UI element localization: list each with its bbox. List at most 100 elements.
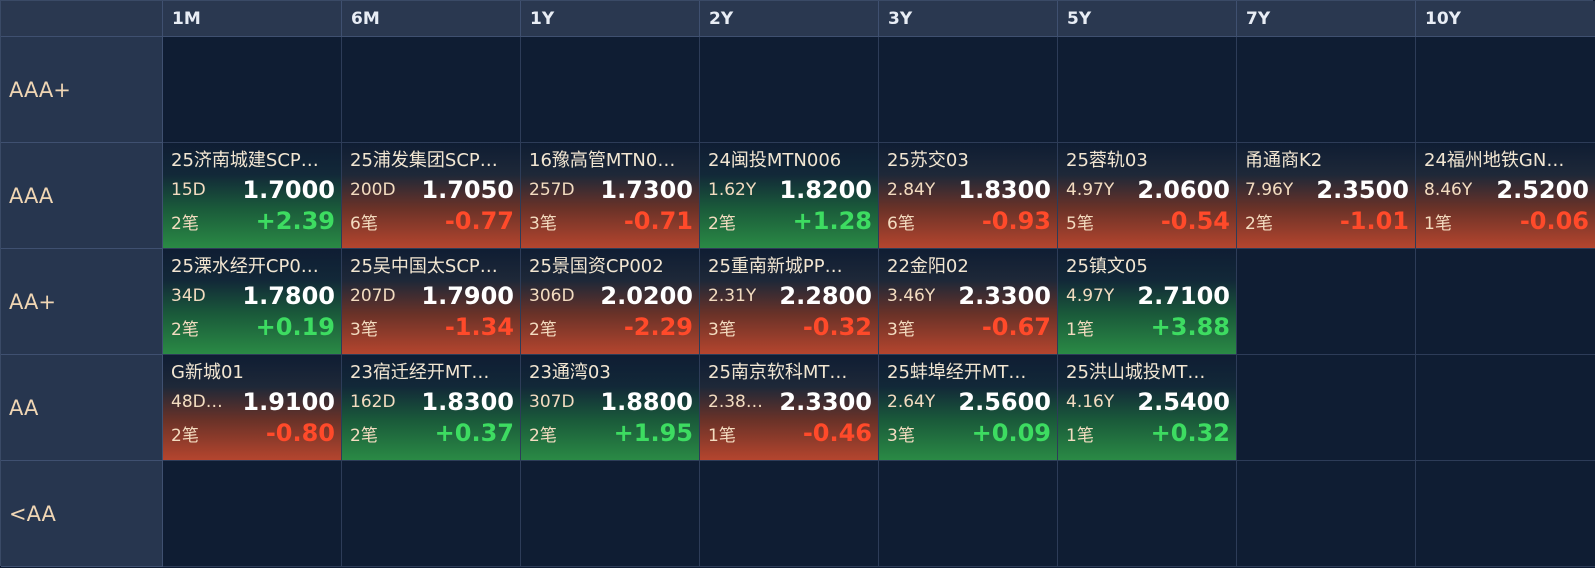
bond-term: 200D bbox=[350, 180, 396, 200]
bond-name: 25吴中国太SCP… bbox=[350, 256, 498, 277]
column-header-3y[interactable]: 3Y bbox=[879, 1, 1058, 37]
bond-card[interactable]: 25蓉轨03 4.97Y 2.0600 5笔 -0.54 bbox=[1058, 143, 1236, 248]
bond-name: G新城01 bbox=[171, 362, 244, 383]
matrix-cell bbox=[1416, 355, 1595, 461]
bond-term-yield-row: 3.46Y 2.3300 bbox=[887, 281, 1051, 311]
bond-term-yield-row: 257D 1.7300 bbox=[529, 175, 693, 205]
bond-name: 23通湾03 bbox=[529, 362, 611, 383]
bond-term-yield-row: 7.96Y 2.3500 bbox=[1245, 175, 1409, 205]
bond-yield: 2.5200 bbox=[1496, 176, 1589, 204]
bond-card[interactable]: 24福州地铁GN… 8.46Y 2.5200 1笔 -0.06 bbox=[1416, 143, 1595, 248]
yield-change: +2.39 bbox=[255, 207, 335, 235]
bond-term: 4.97Y bbox=[1066, 286, 1115, 306]
bond-name: 16豫高管MTN0… bbox=[529, 150, 676, 171]
trade-count: 3笔 bbox=[350, 319, 378, 340]
bond-card[interactable]: 25济南城建SCP… 15D 1.7000 2笔 +2.39 bbox=[163, 143, 341, 248]
bond-card[interactable]: G新城01 48D… 1.9100 2笔 -0.80 bbox=[163, 355, 341, 460]
matrix-cell: 24福州地铁GN… 8.46Y 2.5200 1笔 -0.06 bbox=[1416, 143, 1595, 249]
matrix-cell: 25苏交03 2.84Y 1.8300 6笔 -0.93 bbox=[879, 143, 1058, 249]
matrix-cell: 25洪山城投MT… 4.16Y 2.5400 1笔 +0.32 bbox=[1058, 355, 1237, 461]
bond-yield: 1.7000 bbox=[242, 176, 335, 204]
matrix-cell bbox=[879, 461, 1058, 567]
bond-yield: 1.7050 bbox=[421, 176, 514, 204]
bond-count-change-row: 6笔 -0.77 bbox=[350, 205, 514, 237]
yield-change: -0.71 bbox=[623, 207, 693, 235]
bond-term: 15D bbox=[171, 180, 206, 200]
column-header-7y[interactable]: 7Y bbox=[1237, 1, 1416, 37]
bond-name: 23宿迁经开MT… bbox=[350, 362, 490, 383]
row-label-lt-aa: <AA bbox=[1, 461, 163, 567]
matrix-cell bbox=[521, 37, 700, 143]
trade-count: 2笔 bbox=[708, 213, 736, 234]
bond-term-yield-row: 307D 1.8800 bbox=[529, 387, 693, 417]
bond-count-change-row: 3笔 -0.71 bbox=[529, 205, 693, 237]
bond-count-change-row: 2笔 +0.37 bbox=[350, 417, 514, 449]
trade-count: 3笔 bbox=[887, 319, 915, 340]
bond-term-yield-row: 15D 1.7000 bbox=[171, 175, 335, 205]
bond-card[interactable]: 24闽投MTN006 1.62Y 1.8200 2笔 +1.28 bbox=[700, 143, 878, 248]
bond-name: 25溧水经开CP0… bbox=[171, 256, 319, 277]
bond-count-change-row: 3笔 -1.34 bbox=[350, 311, 514, 343]
bond-yield: 1.8200 bbox=[779, 176, 872, 204]
yield-change: -0.80 bbox=[265, 419, 335, 447]
bond-card[interactable]: 25吴中国太SCP… 207D 1.7900 3笔 -1.34 bbox=[342, 249, 520, 354]
bond-count-change-row: 1笔 +3.88 bbox=[1066, 311, 1230, 343]
header-corner bbox=[1, 1, 163, 37]
bond-name: 25蚌埠经开MT… bbox=[887, 362, 1027, 383]
bond-term: 7.96Y bbox=[1245, 180, 1294, 200]
column-header-2y[interactable]: 2Y bbox=[700, 1, 879, 37]
bond-card[interactable]: 甬通商K2 7.96Y 2.3500 2笔 -1.01 bbox=[1237, 143, 1415, 248]
bond-yield: 2.0200 bbox=[600, 282, 693, 310]
matrix-cell bbox=[342, 37, 521, 143]
bond-term: 34D bbox=[171, 286, 206, 306]
matrix-cell: 22金阳02 3.46Y 2.3300 3笔 -0.67 bbox=[879, 249, 1058, 355]
row-label-aa: AA bbox=[1, 355, 163, 461]
matrix-cell: 25浦发集团SCP… 200D 1.7050 6笔 -0.77 bbox=[342, 143, 521, 249]
bond-card[interactable]: 23通湾03 307D 1.8800 2笔 +1.95 bbox=[521, 355, 699, 460]
column-header-10y[interactable]: 10Y bbox=[1416, 1, 1595, 37]
matrix-cell bbox=[1416, 461, 1595, 567]
matrix-cell bbox=[163, 461, 342, 567]
bond-yield: 2.3300 bbox=[779, 388, 872, 416]
column-header-6m[interactable]: 6M bbox=[342, 1, 521, 37]
bond-card[interactable]: 22金阳02 3.46Y 2.3300 3笔 -0.67 bbox=[879, 249, 1057, 354]
bond-card[interactable]: 25溧水经开CP0… 34D 1.7800 2笔 +0.19 bbox=[163, 249, 341, 354]
bond-card[interactable]: 25浦发集团SCP… 200D 1.7050 6笔 -0.77 bbox=[342, 143, 520, 248]
bond-name: 25重南新城PP… bbox=[708, 256, 843, 277]
bond-card[interactable]: 25景国资CP002 306D 2.0200 2笔 -2.29 bbox=[521, 249, 699, 354]
bond-card[interactable]: 25蚌埠经开MT… 2.64Y 2.5600 3笔 +0.09 bbox=[879, 355, 1057, 460]
bond-card[interactable]: 16豫高管MTN0… 257D 1.7300 3笔 -0.71 bbox=[521, 143, 699, 248]
trade-count: 5笔 bbox=[1066, 213, 1094, 234]
bond-card[interactable]: 25南京软科MT… 2.38… 2.3300 1笔 -0.46 bbox=[700, 355, 878, 460]
bond-term: 2.84Y bbox=[887, 180, 936, 200]
yield-change: +3.88 bbox=[1150, 313, 1230, 341]
matrix-cell: 25溧水经开CP0… 34D 1.7800 2笔 +0.19 bbox=[163, 249, 342, 355]
yield-change: -0.54 bbox=[1160, 207, 1230, 235]
bond-card[interactable]: 23宿迁经开MT… 162D 1.8300 2笔 +0.37 bbox=[342, 355, 520, 460]
trade-count: 3笔 bbox=[887, 425, 915, 446]
matrix-cell bbox=[163, 37, 342, 143]
column-header-5y[interactable]: 5Y bbox=[1058, 1, 1237, 37]
bond-name: 25镇文05 bbox=[1066, 256, 1148, 277]
column-header-1y[interactable]: 1Y bbox=[521, 1, 700, 37]
bond-card[interactable]: 25重南新城PP… 2.31Y 2.2800 3笔 -0.32 bbox=[700, 249, 878, 354]
trade-count: 3笔 bbox=[529, 213, 557, 234]
matrix-cell: 25吴中国太SCP… 207D 1.7900 3笔 -1.34 bbox=[342, 249, 521, 355]
yield-change: -1.34 bbox=[444, 313, 514, 341]
row-label-aaa-plus: AAA+ bbox=[1, 37, 163, 143]
bond-count-change-row: 2笔 +1.95 bbox=[529, 417, 693, 449]
trade-count: 2笔 bbox=[1245, 213, 1273, 234]
bond-term: 4.97Y bbox=[1066, 180, 1115, 200]
matrix-cell: 25景国资CP002 306D 2.0200 2笔 -2.29 bbox=[521, 249, 700, 355]
bond-card[interactable]: 25镇文05 4.97Y 2.7100 1笔 +3.88 bbox=[1058, 249, 1236, 354]
bond-term-yield-row: 34D 1.7800 bbox=[171, 281, 335, 311]
matrix-cell: 25南京软科MT… 2.38… 2.3300 1笔 -0.46 bbox=[700, 355, 879, 461]
bond-count-change-row: 2笔 +0.19 bbox=[171, 311, 335, 343]
bond-term: 8.46Y bbox=[1424, 180, 1473, 200]
bond-card[interactable]: 25苏交03 2.84Y 1.8300 6笔 -0.93 bbox=[879, 143, 1057, 248]
bond-card[interactable]: 25洪山城投MT… 4.16Y 2.5400 1笔 +0.32 bbox=[1058, 355, 1236, 460]
matrix-cell bbox=[1416, 37, 1595, 143]
bond-term-yield-row: 48D… 1.9100 bbox=[171, 387, 335, 417]
bond-yield: 2.0600 bbox=[1137, 176, 1230, 204]
column-header-1m[interactable]: 1M bbox=[163, 1, 342, 37]
